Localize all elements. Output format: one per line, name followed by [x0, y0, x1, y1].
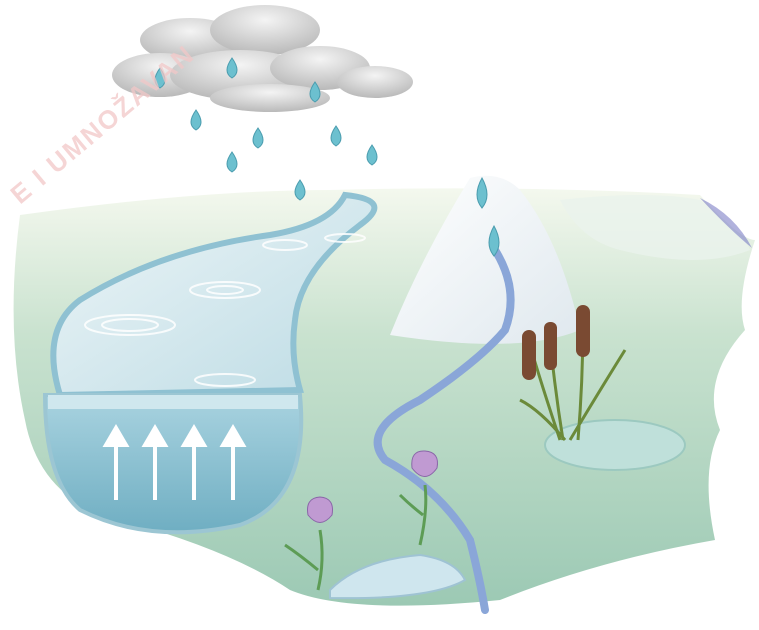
watermark: E I UMNOŽAVAN — [5, 39, 201, 210]
pond — [45, 395, 301, 532]
water-cycle-illustration: E I UMNOŽAVAN — [0, 0, 759, 630]
small-pond — [545, 420, 685, 470]
pond-surface — [48, 395, 298, 409]
